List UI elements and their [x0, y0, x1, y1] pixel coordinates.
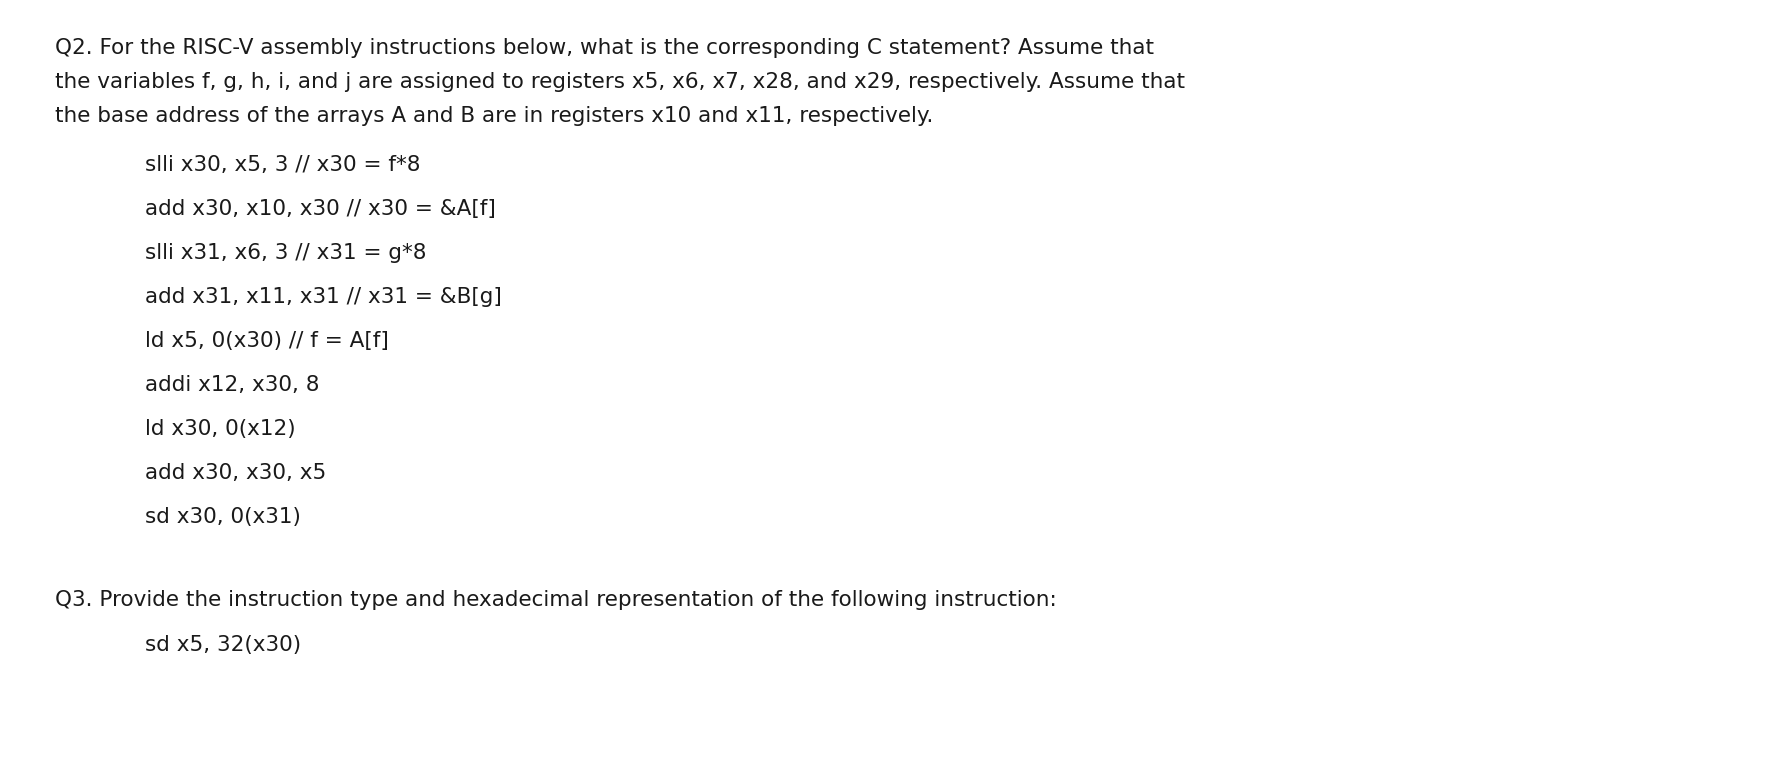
Text: slli x30, x5, 3 // x30 = f*8: slli x30, x5, 3 // x30 = f*8: [145, 155, 421, 175]
Text: sd x30, 0(x31): sd x30, 0(x31): [145, 507, 301, 527]
Text: ld x5, 0(x30) // f = A[f]: ld x5, 0(x30) // f = A[f]: [145, 331, 389, 351]
Text: the base address of the arrays A and B are in registers x10 and x11, respectivel: the base address of the arrays A and B a…: [56, 106, 934, 126]
Text: slli x31, x6, 3 // x31 = g*8: slli x31, x6, 3 // x31 = g*8: [145, 243, 426, 263]
Text: addi x12, x30, 8: addi x12, x30, 8: [145, 375, 319, 395]
Text: add x30, x30, x5: add x30, x30, x5: [145, 463, 326, 483]
Text: sd x5, 32(x30): sd x5, 32(x30): [145, 635, 301, 655]
Text: Q2. For the RISC-V assembly instructions below, what is the corresponding C stat: Q2. For the RISC-V assembly instructions…: [56, 38, 1154, 58]
Text: Q3. Provide the instruction type and hexadecimal representation of the following: Q3. Provide the instruction type and hex…: [56, 590, 1057, 610]
Text: add x31, x11, x31 // x31 = &B[g]: add x31, x11, x31 // x31 = &B[g]: [145, 287, 502, 307]
Text: add x30, x10, x30 // x30 = &A[f]: add x30, x10, x30 // x30 = &A[f]: [145, 199, 496, 219]
Text: the variables f, g, h, i, and j are assigned to registers x5, x6, x7, x28, and x: the variables f, g, h, i, and j are assi…: [56, 72, 1185, 92]
Text: ld x30, 0(x12): ld x30, 0(x12): [145, 419, 296, 439]
